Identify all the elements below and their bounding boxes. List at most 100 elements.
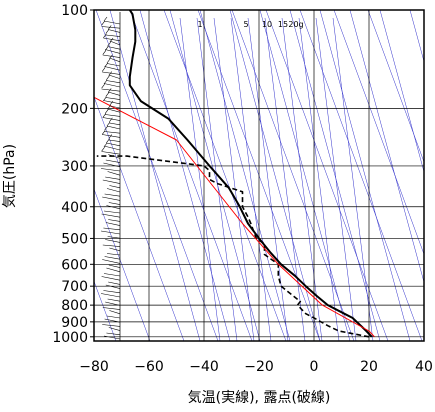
adiabat-line <box>409 10 424 63</box>
wind-barb <box>107 46 121 50</box>
series-line-red <box>94 96 375 338</box>
y-tick-label: 900 <box>61 315 88 331</box>
x-tick-label: 0 <box>310 359 319 375</box>
wind-barb <box>108 219 121 222</box>
wind-barb <box>106 188 121 193</box>
wind-barb-flag <box>103 96 107 101</box>
wind-barb <box>101 151 121 155</box>
wind-barb <box>103 162 121 168</box>
wind-barb <box>106 253 121 256</box>
wind-barb-flag <box>108 134 113 139</box>
adiabat-line <box>229 10 321 341</box>
wind-barb <box>107 171 121 176</box>
wind-barb <box>101 88 121 92</box>
wind-barb-flag <box>106 58 111 64</box>
adiabat-line <box>289 10 381 341</box>
y-tick-label: 700 <box>61 279 88 295</box>
wind-barb <box>105 34 121 37</box>
wind-barb <box>104 66 121 71</box>
wind-barb <box>100 168 121 172</box>
wind-barb <box>108 74 121 79</box>
wind-barb <box>105 176 121 180</box>
adiabat-line <box>109 10 201 341</box>
wind-barb <box>105 159 121 163</box>
wind-barb-flag <box>107 88 112 93</box>
wind-barb-flag <box>104 126 108 131</box>
mixing-ratio-labels: 1 5 10 15 20g <box>197 20 303 29</box>
wind-barb-flag <box>103 16 108 22</box>
adiabat-line <box>319 10 411 341</box>
adiabat-line <box>349 10 424 284</box>
series-line-solid <box>128 10 373 338</box>
wind-barb <box>104 131 121 134</box>
wind-barb-flag <box>101 67 106 72</box>
wind-barb-flag <box>101 84 105 89</box>
isotherm-line <box>367 10 424 163</box>
adiabat-line <box>169 10 261 341</box>
y-tick-label: 800 <box>61 298 88 314</box>
wind-barb <box>106 315 121 319</box>
wind-barb-flag <box>102 50 107 55</box>
wind-barb-flag <box>109 117 113 122</box>
y-axis-title: 気圧(hPa) <box>2 144 18 208</box>
wind-barb <box>108 91 121 96</box>
wind-barb <box>108 281 121 285</box>
wind-barb-flag <box>104 63 108 68</box>
wind-barb-flag <box>103 79 108 85</box>
wind-barb <box>104 193 121 197</box>
series-line-dashed <box>96 155 370 338</box>
grid-lines <box>93 9 425 341</box>
wind-barb <box>107 108 121 113</box>
x-axis-title: 気温(実線), 露点(破線) <box>188 390 331 406</box>
wind-barb <box>106 80 121 84</box>
wind-barb-flag <box>106 75 110 80</box>
x-tick-label: −60 <box>134 359 164 375</box>
wind-barb-flag <box>104 46 109 51</box>
x-tick-label: −80 <box>79 359 109 375</box>
wind-barb <box>101 213 121 218</box>
wind-barb <box>106 142 121 147</box>
wind-barb <box>102 196 121 201</box>
wind-barb <box>102 324 121 327</box>
wind-barb <box>102 179 121 184</box>
wind-barb <box>100 230 121 235</box>
y-tick-label: 500 <box>61 231 88 247</box>
wind-barb <box>102 71 121 75</box>
wind-barb <box>103 273 121 277</box>
wind-barb <box>109 185 121 189</box>
wind-barb-flag <box>109 37 114 43</box>
wind-barb-flag <box>109 100 114 106</box>
wind-barb <box>104 256 121 260</box>
wind-barb <box>103 227 121 231</box>
wind-barb <box>100 293 121 298</box>
wind-barb <box>103 100 121 105</box>
wind-barb <box>103 210 121 214</box>
wind-barb-flag <box>103 33 107 38</box>
wind-barb-flag <box>103 142 108 148</box>
mixing-ratio-line <box>213 17 255 341</box>
wind-barb-flag <box>102 113 107 118</box>
wind-barb <box>109 122 121 126</box>
mixing-ratio-line <box>230 17 272 341</box>
x-tick-label: −20 <box>244 359 274 375</box>
wind-barb-flag <box>105 92 110 97</box>
x-tick-label: −40 <box>189 359 219 375</box>
wind-barb <box>101 276 121 281</box>
wind-barb-flag <box>108 71 113 76</box>
wind-barb <box>107 298 121 302</box>
wind-barb-flag <box>105 29 110 34</box>
mixing-ratio-line <box>298 17 340 341</box>
wind-barb <box>108 202 121 205</box>
wind-barb <box>104 318 121 323</box>
y-tick-label: 100 <box>61 3 88 19</box>
wind-barb-flag <box>106 138 110 143</box>
wind-barb <box>107 236 121 239</box>
wind-barb <box>109 40 121 46</box>
wind-barb-flag <box>106 121 111 127</box>
wind-barb <box>105 239 121 243</box>
wind-barb-flag <box>107 105 111 110</box>
y-tick-label: 400 <box>61 200 88 216</box>
wind-barb <box>109 57 121 63</box>
wind-barb <box>102 244 121 247</box>
